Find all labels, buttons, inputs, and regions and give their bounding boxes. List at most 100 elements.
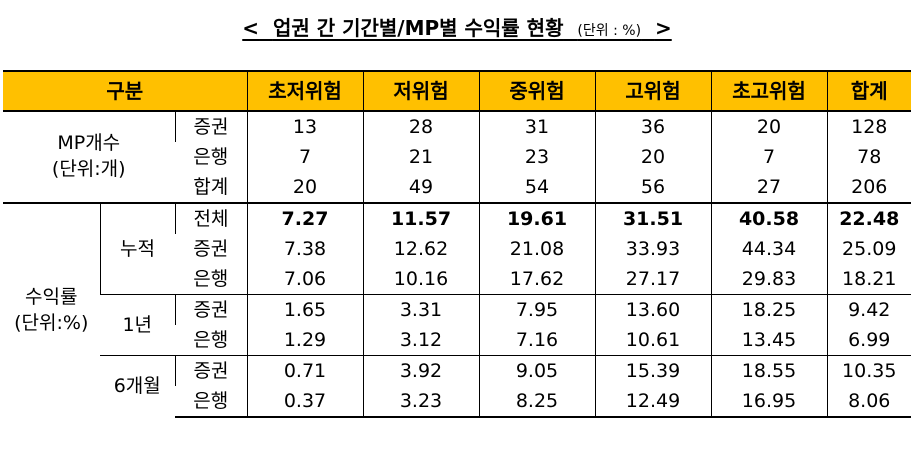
header-col: 초고위험 (710, 70, 827, 112)
returns-category-line1: 수익률 (25, 285, 78, 308)
table-row: 합계 20 49 54 56 27 206 (3, 172, 911, 203)
value-cell: 18.21 (826, 264, 911, 295)
row-label: 은행 (193, 145, 229, 168)
value-cell: 206 (826, 172, 911, 203)
value-cell: 8.06 (826, 386, 911, 418)
value-cell: 23 (478, 142, 595, 172)
value-cell: 13.60 (594, 294, 711, 325)
period-label: 6개월 (100, 355, 175, 417)
value-cell: 27 (710, 172, 827, 203)
returns-category-line2: (단위:%) (14, 311, 89, 334)
returns-category: 수익률 (단위:%) (3, 202, 100, 417)
value-cell: 13.45 (710, 325, 827, 356)
table-row: 수익률 (단위:%) 누적 전체 7.27 11.57 19.61 31.51 40.58 22.… (3, 202, 911, 417)
value-cell: 3.92 (362, 355, 479, 386)
row-label: 증권 (174, 110, 247, 142)
value-cell: 7 (710, 142, 827, 172)
mp-count-category-line1: MP개수 (57, 132, 121, 155)
row-label: 증권 (174, 355, 247, 386)
table-row: 증권 7.38 12.62 21.08 33.93 44.34 25.09 (3, 234, 911, 264)
table-row: 은행 0.37 3.23 8.25 12.49 16.95 8.06 (3, 386, 911, 418)
value-cell: 31 (478, 110, 595, 142)
value-cell: 36 (594, 110, 711, 142)
value-cell: 44.34 (710, 234, 827, 264)
value-cell: 7.38 (246, 234, 363, 264)
row-label: 증권 (174, 294, 247, 325)
value-cell: 7 (246, 142, 363, 172)
value-cell: 1.29 (246, 325, 363, 356)
value-cell: 7.95 (478, 294, 595, 325)
value-cell: 18.55 (710, 355, 827, 386)
value-cell: 11.57 (362, 202, 479, 234)
value-cell: 10.35 (826, 355, 911, 386)
period-label: 1년 (100, 294, 175, 356)
value-cell: 7.06 (246, 264, 363, 295)
title-unit: (단위 : %) (577, 23, 642, 39)
table-row: 은행 7 21 23 20 7 78 (3, 142, 911, 172)
value-cell: 28 (362, 110, 479, 142)
row-label: 은행 (193, 267, 229, 290)
value-cell: 21.08 (478, 234, 595, 264)
header-col: 저위험 (362, 70, 479, 112)
header-col: 중위험 (478, 70, 595, 112)
header-col: 고위험 (594, 70, 711, 112)
value-cell: 7.16 (478, 325, 595, 356)
value-cell: 16.95 (710, 386, 827, 418)
value-cell: 27.17 (594, 264, 711, 295)
value-cell: 29.83 (710, 264, 827, 295)
value-cell: 3.23 (362, 386, 479, 418)
header-category: 구분 (3, 70, 247, 112)
table-row: 6개월 증권 0.71 3.92 9.05 15.39 18.55 10.35 (3, 355, 911, 417)
mp-count-category: MP개수 (단위:개) (3, 110, 175, 203)
table-row: 1년 증권 1.65 3.31 7.95 13.60 18.25 9.42 (3, 294, 911, 356)
table-row: MP개수 (단위:개) 증권 13 28 31 36 20 128 (3, 110, 911, 203)
header-col: 초저위험 (246, 70, 363, 112)
value-cell: 9.42 (826, 294, 911, 325)
value-cell: 18.25 (710, 294, 827, 325)
value-cell: 17.62 (478, 264, 595, 295)
value-cell: 20 (710, 110, 827, 142)
value-cell: 0.37 (246, 386, 363, 418)
value-cell: 7.27 (246, 202, 363, 234)
value-cell: 31.51 (594, 202, 711, 234)
value-cell: 12.62 (362, 234, 479, 264)
row-label: 전체 (174, 202, 247, 234)
value-cell: 128 (826, 110, 911, 142)
row-label: 합계 (193, 175, 229, 198)
row-label: 은행 (193, 328, 229, 351)
value-cell: 9.05 (478, 355, 595, 386)
value-cell: 0.71 (246, 355, 363, 386)
value-cell: 10.61 (594, 325, 711, 356)
table-row: 은행 7.06 10.16 17.62 27.17 29.83 18.21 (3, 264, 911, 295)
value-cell: 40.58 (710, 202, 827, 234)
value-cell: 6.99 (826, 325, 911, 356)
value-cell: 10.16 (362, 264, 479, 295)
title-text: < 업권 간 기간별/MP별 수익률 현황 (단위 : %) > (242, 16, 672, 40)
header-col: 합계 (826, 70, 911, 112)
value-cell: 3.12 (362, 325, 479, 356)
value-cell: 19.61 (478, 202, 595, 234)
row-label: 증권 (193, 237, 229, 260)
value-cell: 20 (246, 172, 363, 203)
table-row: 은행 1.29 3.12 7.16 10.61 13.45 6.99 (3, 325, 911, 356)
mp-count-category-line2: (단위:개) (51, 158, 126, 180)
value-cell: 25.09 (826, 234, 911, 264)
value-cell: 78 (826, 142, 911, 172)
value-cell: 3.31 (362, 294, 479, 325)
row-label: 은행 (175, 386, 247, 418)
value-cell: 22.48 (826, 202, 911, 234)
page-title: < 업권 간 기간별/MP별 수익률 현황 (단위 : %) > (0, 12, 914, 41)
header-row: 구분 초저위험 저위험 중위험 고위험 초고위험 합계 (3, 70, 911, 112)
value-cell: 54 (478, 172, 595, 203)
value-cell: 33.93 (594, 234, 711, 264)
value-cell: 13 (246, 110, 363, 142)
value-cell: 21 (362, 142, 479, 172)
value-cell: 1.65 (246, 294, 363, 325)
value-cell: 49 (362, 172, 479, 203)
returns-table: 구분 초저위험 저위험 중위험 고위험 초고위험 합계 MP개수 (단위:개) 증권… (3, 70, 911, 418)
value-cell: 8.25 (478, 386, 595, 418)
value-cell: 56 (594, 172, 711, 203)
value-cell: 20 (594, 142, 711, 172)
value-cell: 15.39 (594, 355, 711, 386)
period-label: 누적 (99, 202, 175, 295)
